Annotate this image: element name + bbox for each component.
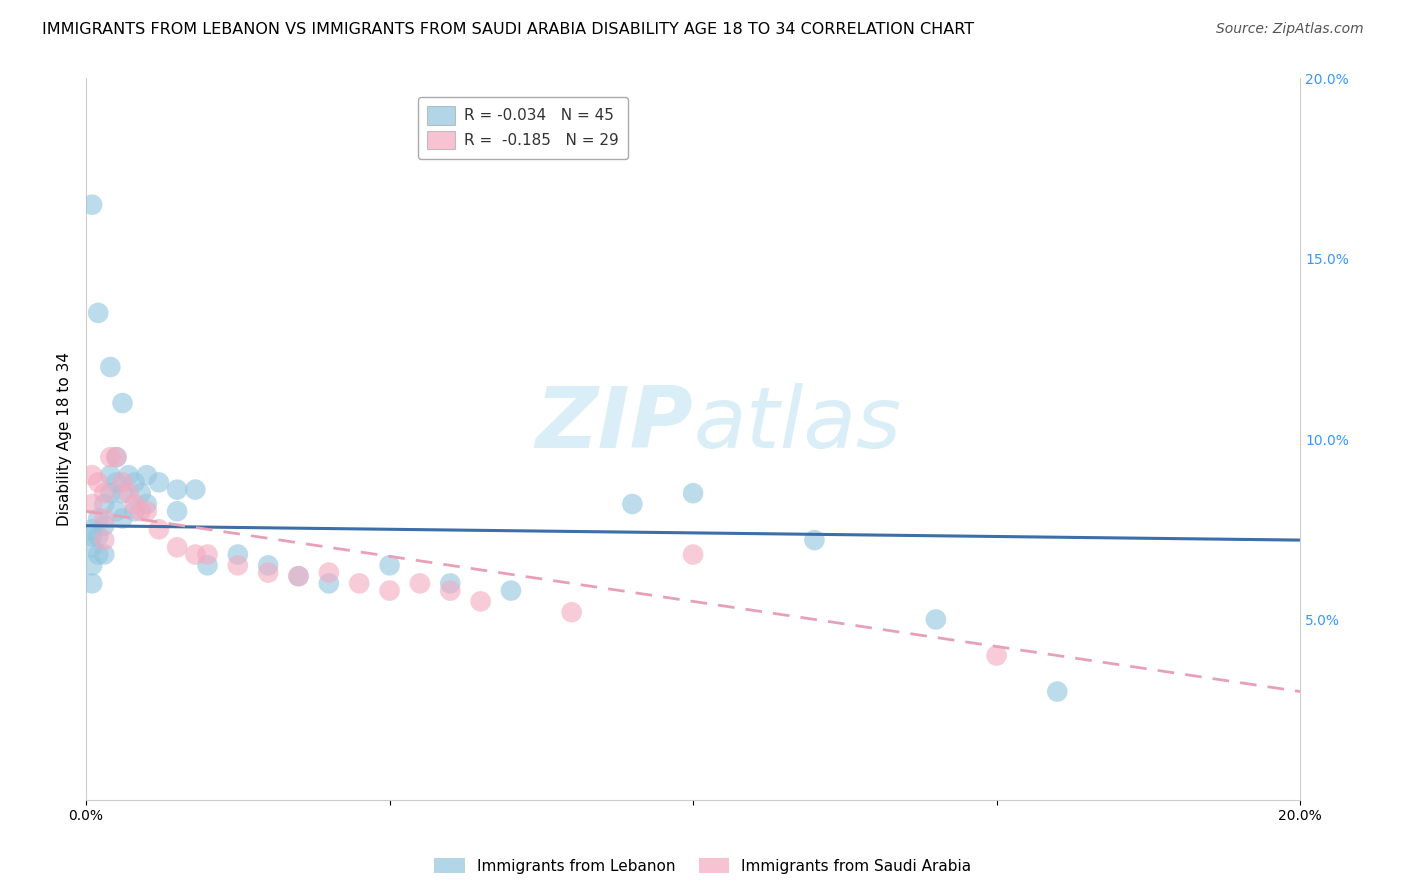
Point bbox=[117, 486, 139, 500]
Point bbox=[184, 483, 207, 497]
Point bbox=[82, 468, 104, 483]
Point bbox=[111, 396, 134, 410]
Point bbox=[499, 583, 522, 598]
Point bbox=[682, 548, 704, 562]
Point bbox=[82, 529, 104, 543]
Point bbox=[93, 497, 115, 511]
Point bbox=[129, 504, 152, 518]
Text: Source: ZipAtlas.com: Source: ZipAtlas.com bbox=[1216, 22, 1364, 37]
Point bbox=[124, 497, 146, 511]
Point bbox=[117, 468, 139, 483]
Point bbox=[87, 511, 110, 525]
Point bbox=[166, 504, 188, 518]
Point bbox=[93, 511, 115, 525]
Point bbox=[803, 533, 825, 547]
Point bbox=[105, 450, 128, 465]
Point bbox=[184, 548, 207, 562]
Point bbox=[166, 483, 188, 497]
Point bbox=[197, 548, 219, 562]
Point bbox=[87, 548, 110, 562]
Point bbox=[287, 569, 309, 583]
Point bbox=[129, 486, 152, 500]
Point bbox=[105, 475, 128, 490]
Point bbox=[111, 486, 134, 500]
Point bbox=[148, 475, 170, 490]
Point bbox=[82, 558, 104, 573]
Point bbox=[82, 522, 104, 536]
Point bbox=[226, 548, 249, 562]
Point bbox=[124, 475, 146, 490]
Point bbox=[105, 450, 128, 465]
Point bbox=[82, 197, 104, 211]
Point bbox=[93, 548, 115, 562]
Point bbox=[378, 583, 401, 598]
Point bbox=[439, 583, 461, 598]
Point bbox=[98, 359, 121, 374]
Point bbox=[925, 612, 948, 626]
Point bbox=[470, 594, 492, 608]
Point bbox=[111, 475, 134, 490]
Point bbox=[135, 504, 157, 518]
Point bbox=[111, 511, 134, 525]
Point bbox=[105, 504, 128, 518]
Point bbox=[347, 576, 370, 591]
Point bbox=[135, 468, 157, 483]
Legend: Immigrants from Lebanon, Immigrants from Saudi Arabia: Immigrants from Lebanon, Immigrants from… bbox=[429, 852, 977, 880]
Legend: R = -0.034   N = 45, R =  -0.185   N = 29: R = -0.034 N = 45, R = -0.185 N = 29 bbox=[418, 97, 628, 159]
Point bbox=[93, 518, 115, 533]
Point bbox=[93, 533, 115, 547]
Point bbox=[93, 486, 115, 500]
Point bbox=[98, 450, 121, 465]
Point bbox=[82, 497, 104, 511]
Point bbox=[98, 486, 121, 500]
Point bbox=[197, 558, 219, 573]
Point bbox=[561, 605, 583, 619]
Point bbox=[166, 541, 188, 555]
Point bbox=[682, 486, 704, 500]
Point bbox=[986, 648, 1008, 663]
Point bbox=[226, 558, 249, 573]
Point bbox=[257, 558, 280, 573]
Point bbox=[87, 475, 110, 490]
Point bbox=[124, 504, 146, 518]
Point bbox=[257, 566, 280, 580]
Point bbox=[82, 541, 104, 555]
Point bbox=[439, 576, 461, 591]
Y-axis label: Disability Age 18 to 34: Disability Age 18 to 34 bbox=[58, 352, 72, 526]
Point bbox=[87, 306, 110, 320]
Text: atlas: atlas bbox=[693, 384, 901, 467]
Text: ZIP: ZIP bbox=[536, 384, 693, 467]
Point bbox=[1046, 684, 1069, 698]
Point bbox=[318, 576, 340, 591]
Point bbox=[87, 529, 110, 543]
Point bbox=[409, 576, 432, 591]
Point bbox=[135, 497, 157, 511]
Point bbox=[318, 566, 340, 580]
Point bbox=[378, 558, 401, 573]
Point bbox=[148, 522, 170, 536]
Point bbox=[98, 468, 121, 483]
Text: IMMIGRANTS FROM LEBANON VS IMMIGRANTS FROM SAUDI ARABIA DISABILITY AGE 18 TO 34 : IMMIGRANTS FROM LEBANON VS IMMIGRANTS FR… bbox=[42, 22, 974, 37]
Point bbox=[82, 576, 104, 591]
Point bbox=[621, 497, 644, 511]
Point bbox=[287, 569, 309, 583]
